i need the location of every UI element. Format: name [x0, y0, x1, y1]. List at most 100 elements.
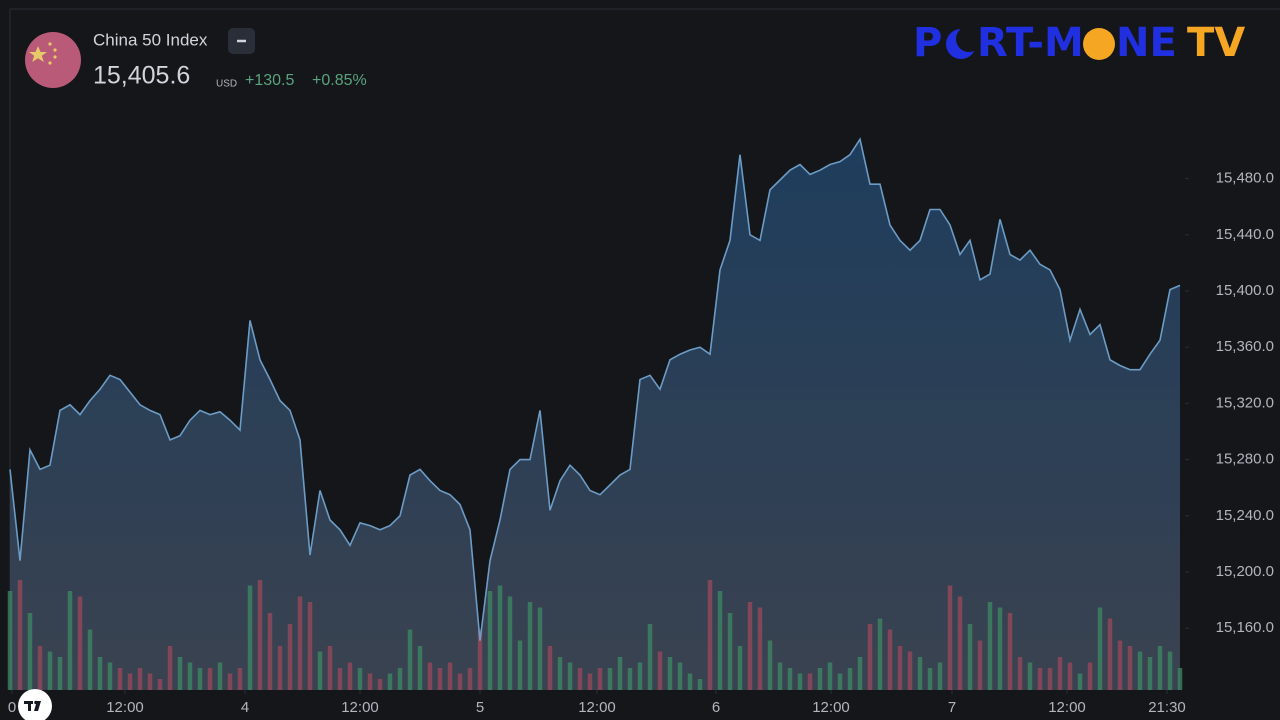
plot: 15,160.0 15,200.0 15,240.0 15,280.0 15,320.0… [7, 137, 1274, 716]
price-change: +130.5 [245, 72, 294, 89]
volume-bar [1027, 662, 1033, 690]
volume-bar [757, 607, 763, 690]
x-tick-label: 21:30 [1148, 699, 1186, 716]
volume-bar [317, 651, 323, 690]
volume-bar [377, 679, 383, 690]
volume-bar [727, 613, 733, 690]
volume-bar [447, 662, 453, 690]
volume-bar [437, 668, 443, 690]
volume-bar [597, 668, 603, 690]
volume-bar [877, 618, 883, 690]
volume-bar [177, 657, 183, 690]
y-tick-label: 15,280.0 [1216, 451, 1274, 468]
volume-bar [417, 646, 423, 690]
x-tick-label: 5 [476, 699, 484, 716]
symbol-name: China 50 Index [93, 30, 208, 49]
volume-bar [607, 668, 613, 690]
y-tick-label: 15,160.0 [1216, 619, 1274, 636]
volume-bar [247, 585, 253, 690]
flag-star [53, 48, 57, 52]
price-line [9, 137, 1181, 641]
volume-bar [527, 602, 533, 690]
volume-bar [1127, 646, 1133, 690]
volume-bar [1087, 662, 1093, 690]
volume-bar [1097, 607, 1103, 690]
volume-bar [1007, 613, 1013, 690]
volume-bar [517, 640, 523, 690]
volume-bar [227, 673, 233, 690]
volume-bar [827, 662, 833, 690]
volume-bar [507, 596, 513, 690]
volume-bar [187, 662, 193, 690]
x-tick-label: 6 [712, 699, 720, 716]
volume-bar [967, 624, 973, 690]
logo-text: TV [1187, 20, 1245, 66]
volume-bar [147, 673, 153, 690]
volume-bar [787, 668, 793, 690]
symbol-header: China 50 Index 15,405.6 USD +130.5 +0.85… [25, 28, 367, 90]
volume-bar [957, 596, 963, 690]
volume-bar [1057, 657, 1063, 690]
y-tick-label: 15,320.0 [1216, 394, 1274, 411]
volume-bar [1177, 668, 1183, 690]
volume-bar [467, 668, 473, 690]
tv-badge-shape [28, 701, 31, 711]
volume-bar [707, 580, 713, 690]
volume-bar [557, 657, 563, 690]
volume-bar [387, 673, 393, 690]
logo-text: P [913, 20, 942, 66]
volume-bar [817, 668, 823, 690]
volume-bar [277, 646, 283, 690]
x-tick-label: 12:00 [1048, 699, 1086, 716]
volume-bar [357, 668, 363, 690]
volume-bar [807, 673, 813, 690]
volume-bar [167, 646, 173, 690]
volume-bar [677, 662, 683, 690]
flag-star [29, 46, 47, 62]
volume-bar [617, 657, 623, 690]
volume-bar [7, 591, 13, 690]
price-change-percent: +0.85% [312, 72, 367, 89]
volume-bar [77, 596, 83, 690]
y-tick-label: 15,240.0 [1216, 507, 1274, 524]
volume-bar [917, 657, 923, 690]
y-tick-label: 15,440.0 [1216, 226, 1274, 243]
volume-bar [427, 662, 433, 690]
volume-bar [257, 580, 263, 690]
volume-bar [847, 668, 853, 690]
volume-bar [737, 646, 743, 690]
volume-bar [487, 591, 493, 690]
logo-sun [1083, 28, 1115, 60]
y-tick-label: 15,400.0 [1216, 282, 1274, 299]
volume-bar [367, 673, 373, 690]
volume-bar [1147, 657, 1153, 690]
volume-bar [297, 596, 303, 690]
volume-bar [337, 668, 343, 690]
volume-bar [627, 668, 633, 690]
volume-bar [397, 668, 403, 690]
volume-bar [137, 668, 143, 690]
x-tick-label: 7 [948, 699, 956, 716]
volume-bar [687, 673, 693, 690]
volume-bar [1117, 640, 1123, 690]
volume-bar [547, 646, 553, 690]
volume-bar [867, 624, 873, 690]
flag-star [48, 42, 52, 46]
volume-bar [57, 657, 63, 690]
logo: P RT-M NE TV [913, 20, 1245, 66]
volume-bar [477, 629, 483, 690]
x-tick-label: 0 [8, 699, 16, 716]
volume-bar [37, 646, 43, 690]
volume-bar [907, 651, 913, 690]
volume-bar [67, 591, 73, 690]
logo-text: NE [1116, 20, 1177, 66]
x-tick-label: 4 [241, 699, 249, 716]
volume-bar [747, 602, 753, 690]
volume-bar [407, 629, 413, 690]
volume-bar [457, 673, 463, 690]
volume-bar [937, 662, 943, 690]
volume-bar [1077, 673, 1083, 690]
volume-bar [1067, 662, 1073, 690]
volume-bar [97, 657, 103, 690]
